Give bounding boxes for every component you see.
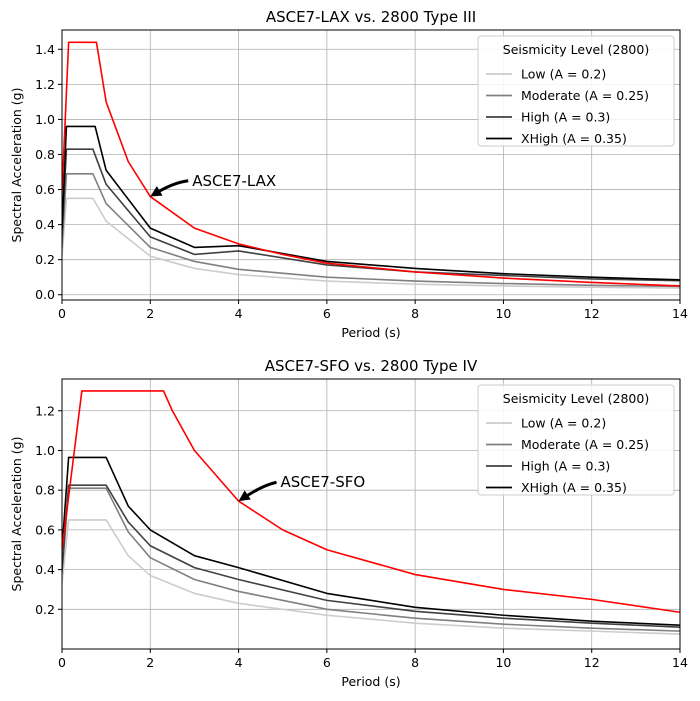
x-tick-label: 14 bbox=[672, 655, 688, 670]
legend-entry-2: Moderate (A = 0.25) bbox=[521, 88, 649, 103]
x-tick-label: 14 bbox=[672, 306, 688, 321]
x-axis-label: Period (s) bbox=[341, 325, 400, 340]
legend-box bbox=[477, 384, 675, 496]
y-tick-label: 1.0 bbox=[35, 112, 55, 127]
series-line-2 bbox=[62, 487, 680, 632]
y-tick-label: 0.0 bbox=[35, 287, 55, 302]
y-tick-label: 1.2 bbox=[35, 403, 55, 418]
x-tick-label: 6 bbox=[323, 306, 331, 321]
annotation: ASCE7-LAX bbox=[150, 172, 276, 197]
annotation: ASCE7-SFO bbox=[238, 473, 366, 502]
annotation-label: ASCE7-SFO bbox=[281, 473, 366, 491]
y-tick-label: 0.2 bbox=[35, 602, 55, 617]
x-tick-label: 10 bbox=[495, 306, 511, 321]
legend-entry-1: Low (A = 0.2) bbox=[521, 67, 606, 82]
series-line-4 bbox=[62, 456, 680, 626]
x-tick-label: 2 bbox=[146, 306, 154, 321]
series-line-5 bbox=[62, 41, 680, 287]
x-tick-label: 12 bbox=[584, 655, 600, 670]
legend-entry-4: XHigh (A = 0.35) bbox=[521, 131, 627, 146]
plot-frame bbox=[61, 378, 681, 650]
x-tick-label: 4 bbox=[235, 306, 243, 321]
x-tick-label: 6 bbox=[323, 655, 331, 670]
y-tick-label: 0.4 bbox=[35, 562, 55, 577]
y-tick-label: 1.0 bbox=[35, 443, 55, 458]
series-line-3 bbox=[62, 484, 680, 628]
plot-frame bbox=[61, 29, 681, 301]
chart-1: ASCE7-LAX vs. 2800 Type III 0 2 4 6 8 10 12 14 0.… bbox=[9, 8, 688, 340]
y-tick-label: 1.2 bbox=[35, 77, 55, 92]
y-axis-label: Spectral Acceleration (g) bbox=[9, 437, 24, 592]
y-tick-label: 0.2 bbox=[35, 252, 55, 267]
series-line-1 bbox=[62, 519, 680, 635]
legend: Seismicity Level (2800) Low (A = 0.2) Mode… bbox=[477, 35, 675, 147]
series-line-3 bbox=[62, 148, 680, 282]
x-tick-label: 0 bbox=[58, 306, 66, 321]
y-tick-label: 0.6 bbox=[35, 182, 55, 197]
series-group bbox=[62, 390, 680, 635]
x-tick-label: 4 bbox=[235, 655, 243, 670]
chart-2: ASCE7-SFO vs. 2800 Type IV 0 2 4 6 8 10 12 14 0.2… bbox=[9, 357, 688, 689]
y-tick-label: 0.4 bbox=[35, 217, 55, 232]
y-tick-label: 0.8 bbox=[35, 483, 55, 498]
x-tick-label: 8 bbox=[411, 306, 419, 321]
x-tick-label: 8 bbox=[411, 655, 419, 670]
legend-entry-3: High (A = 0.3) bbox=[521, 110, 610, 125]
x-tick-label: 12 bbox=[584, 306, 600, 321]
annotation-arrow-head bbox=[238, 490, 251, 502]
series-group bbox=[62, 41, 680, 289]
legend-entry-4: XHigh (A = 0.35) bbox=[521, 480, 627, 495]
y-axis-label: Spectral Acceleration (g) bbox=[9, 88, 24, 243]
x-tick-label: 2 bbox=[146, 655, 154, 670]
series-line-1 bbox=[62, 197, 680, 289]
annotation-arrow-shaft bbox=[154, 179, 189, 195]
y-tick-label: 0.8 bbox=[35, 147, 55, 162]
series-line-5 bbox=[62, 390, 680, 614]
annotation-label: ASCE7-LAX bbox=[192, 172, 276, 190]
legend-box bbox=[477, 35, 675, 147]
y-tick-label: 0.6 bbox=[35, 522, 55, 537]
x-axis-label: Period (s) bbox=[341, 674, 400, 689]
x-tick-label: 10 bbox=[495, 655, 511, 670]
legend-title: Seismicity Level (2800) bbox=[503, 391, 649, 406]
y-tick-label: 1.4 bbox=[35, 42, 55, 57]
series-line-2 bbox=[62, 172, 680, 288]
legend-entry-1: Low (A = 0.2) bbox=[521, 416, 606, 431]
chart-title: ASCE7-LAX vs. 2800 Type III bbox=[266, 8, 476, 26]
legend: Seismicity Level (2800) Low (A = 0.2) Mode… bbox=[477, 384, 675, 496]
annotation-arrow-head bbox=[150, 186, 163, 197]
x-tick-label: 0 bbox=[58, 655, 66, 670]
legend-entry-2: Moderate (A = 0.25) bbox=[521, 437, 649, 452]
chart-title: ASCE7-SFO vs. 2800 Type IV bbox=[265, 357, 478, 375]
legend-entry-3: High (A = 0.3) bbox=[521, 459, 610, 474]
series-line-4 bbox=[62, 125, 680, 281]
legend-title: Seismicity Level (2800) bbox=[503, 42, 649, 57]
